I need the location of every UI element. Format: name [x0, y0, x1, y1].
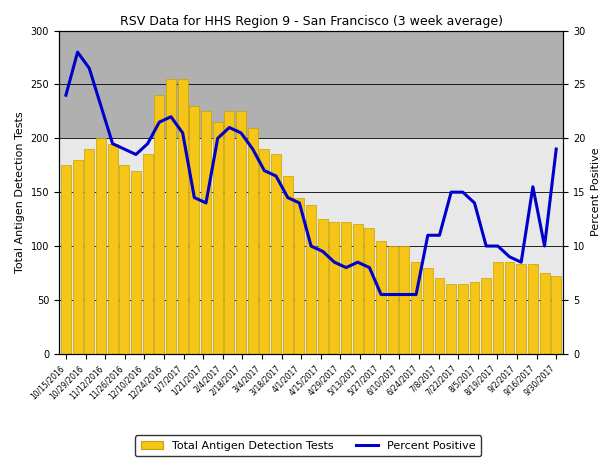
Bar: [84, 149, 94, 354]
Bar: [353, 225, 363, 354]
Bar: [341, 222, 351, 354]
Bar: [505, 262, 514, 354]
Bar: [201, 111, 211, 354]
Bar: [236, 111, 246, 354]
Bar: [59, 30, 563, 138]
Bar: [283, 176, 293, 354]
Bar: [224, 111, 234, 354]
Bar: [458, 284, 468, 354]
Bar: [540, 273, 549, 354]
Bar: [248, 128, 257, 354]
Bar: [434, 279, 444, 354]
Bar: [143, 154, 153, 354]
Bar: [423, 267, 433, 354]
Bar: [388, 246, 398, 354]
Bar: [469, 282, 479, 354]
Bar: [365, 228, 375, 354]
Bar: [528, 264, 538, 354]
Bar: [120, 165, 129, 354]
Bar: [551, 276, 561, 354]
Bar: [166, 79, 176, 354]
Bar: [330, 222, 339, 354]
Title: RSV Data for HHS Region 9 - San Francisco (3 week average): RSV Data for HHS Region 9 - San Francisc…: [120, 15, 503, 28]
Bar: [481, 279, 491, 354]
Bar: [155, 95, 164, 354]
Bar: [271, 154, 281, 354]
Bar: [318, 219, 328, 354]
Bar: [189, 106, 200, 354]
Bar: [96, 138, 106, 354]
Bar: [259, 149, 269, 354]
Bar: [177, 79, 188, 354]
Bar: [213, 122, 222, 354]
Y-axis label: Percent Positive: Percent Positive: [591, 148, 601, 237]
Bar: [411, 262, 421, 354]
Legend: Total Antigen Detection Tests, Percent Positive: Total Antigen Detection Tests, Percent P…: [135, 435, 481, 456]
Bar: [400, 246, 410, 354]
Bar: [516, 264, 526, 354]
Bar: [108, 144, 118, 354]
Bar: [446, 284, 456, 354]
Bar: [306, 205, 316, 354]
Bar: [131, 170, 141, 354]
Bar: [376, 241, 386, 354]
Bar: [493, 262, 503, 354]
Bar: [61, 165, 71, 354]
Y-axis label: Total Antigen Detection Tests: Total Antigen Detection Tests: [15, 111, 25, 273]
Bar: [73, 160, 83, 354]
Bar: [294, 198, 304, 354]
